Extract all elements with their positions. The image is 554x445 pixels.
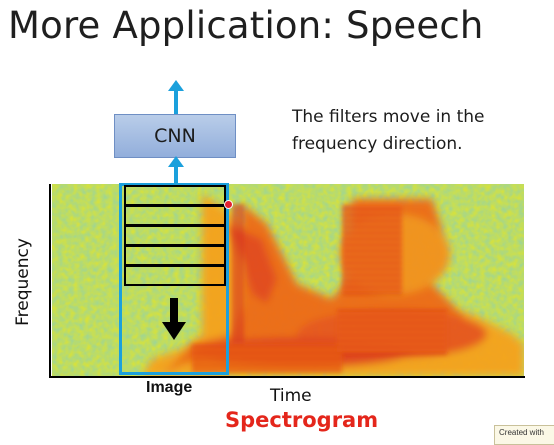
image-label: Image [146, 379, 193, 396]
y-axis-line [49, 184, 51, 378]
y-axis-label: Frequency [13, 238, 33, 326]
note-text: The filters move in the frequency direct… [292, 107, 485, 154]
arrow-up-icon [168, 80, 184, 116]
arrow-down-icon [162, 298, 186, 340]
image-window-frame [119, 183, 229, 375]
slide-title: More Application: Speech [8, 4, 484, 47]
cnn-label: CNN [154, 125, 196, 147]
x-axis-line [49, 376, 525, 378]
filter-stack [124, 185, 226, 286]
watermark-text: Created with [499, 428, 544, 437]
spectrogram-caption: Spectrogram [225, 408, 379, 432]
x-axis-label: Time [270, 386, 312, 406]
arrow-up-icon [168, 156, 184, 184]
cnn-box: CNN [114, 114, 236, 158]
spectrogram-image [52, 184, 524, 376]
watermark-badge: Created with [494, 425, 554, 445]
red-dot-icon [224, 200, 233, 209]
